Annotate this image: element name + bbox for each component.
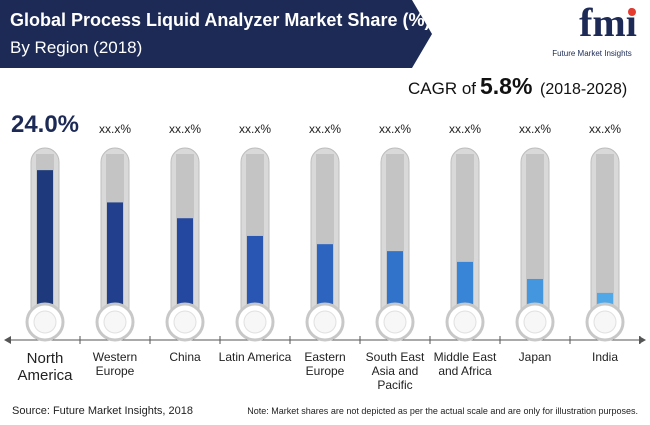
x-tick-label: Japan — [518, 350, 552, 364]
axis-arrow — [4, 336, 11, 344]
bulb-inner — [523, 310, 547, 334]
x-tick-label: Western Europe — [92, 350, 138, 378]
x-tick-label: China — [169, 350, 201, 364]
cagr-period: (2018-2028) — [540, 81, 627, 98]
bar — [317, 244, 333, 322]
logo-name: Future Market Insights — [552, 49, 632, 58]
x-tick-label: North America — [17, 350, 73, 384]
bulb-inner — [33, 310, 57, 334]
bulb-inner — [383, 310, 407, 334]
bar — [247, 235, 263, 322]
header-banner — [0, 0, 432, 68]
value-label: xx.x% — [239, 122, 271, 136]
bulb-inner — [313, 310, 337, 334]
value-label: xx.x% — [379, 122, 411, 136]
cagr-value: 5.8% — [480, 73, 532, 99]
note: Note: Market shares are not depicted as … — [247, 406, 638, 416]
value-label: xx.x% — [169, 122, 201, 136]
value-label: xx.x% — [589, 122, 621, 136]
value-label: xx.x% — [309, 122, 341, 136]
bar — [107, 202, 123, 322]
bar — [37, 170, 53, 322]
bulb-inner — [103, 310, 127, 334]
bulb-inner — [243, 310, 267, 334]
x-tick-label: Eastern Europe — [304, 350, 346, 378]
subtitle: By Region (2018) — [10, 38, 143, 57]
logo-dot — [628, 8, 636, 16]
bar — [177, 218, 193, 322]
axis-arrow — [639, 336, 646, 344]
source: Source: Future Market Insights, 2018 — [12, 405, 193, 417]
value-label: xx.x% — [519, 122, 551, 136]
logo-mark: fmi — [579, 0, 637, 45]
value-label: 24.0% — [11, 111, 79, 138]
x-tick-label: South East Asia and Pacific — [365, 350, 425, 392]
cagr-prefix: CAGR of — [408, 79, 476, 98]
x-tick-label: Latin America — [218, 350, 292, 364]
x-tick-label: India — [591, 350, 619, 364]
value-label: xx.x% — [449, 122, 481, 136]
tube-inner — [596, 154, 614, 322]
title: Global Process Liquid Analyzer Market Sh… — [10, 10, 431, 30]
bulb-inner — [593, 310, 617, 334]
bulb-inner — [173, 310, 197, 334]
value-label: xx.x% — [99, 122, 131, 136]
bulb-inner — [453, 310, 477, 334]
x-tick-label: Middle East and Africa — [433, 350, 497, 378]
